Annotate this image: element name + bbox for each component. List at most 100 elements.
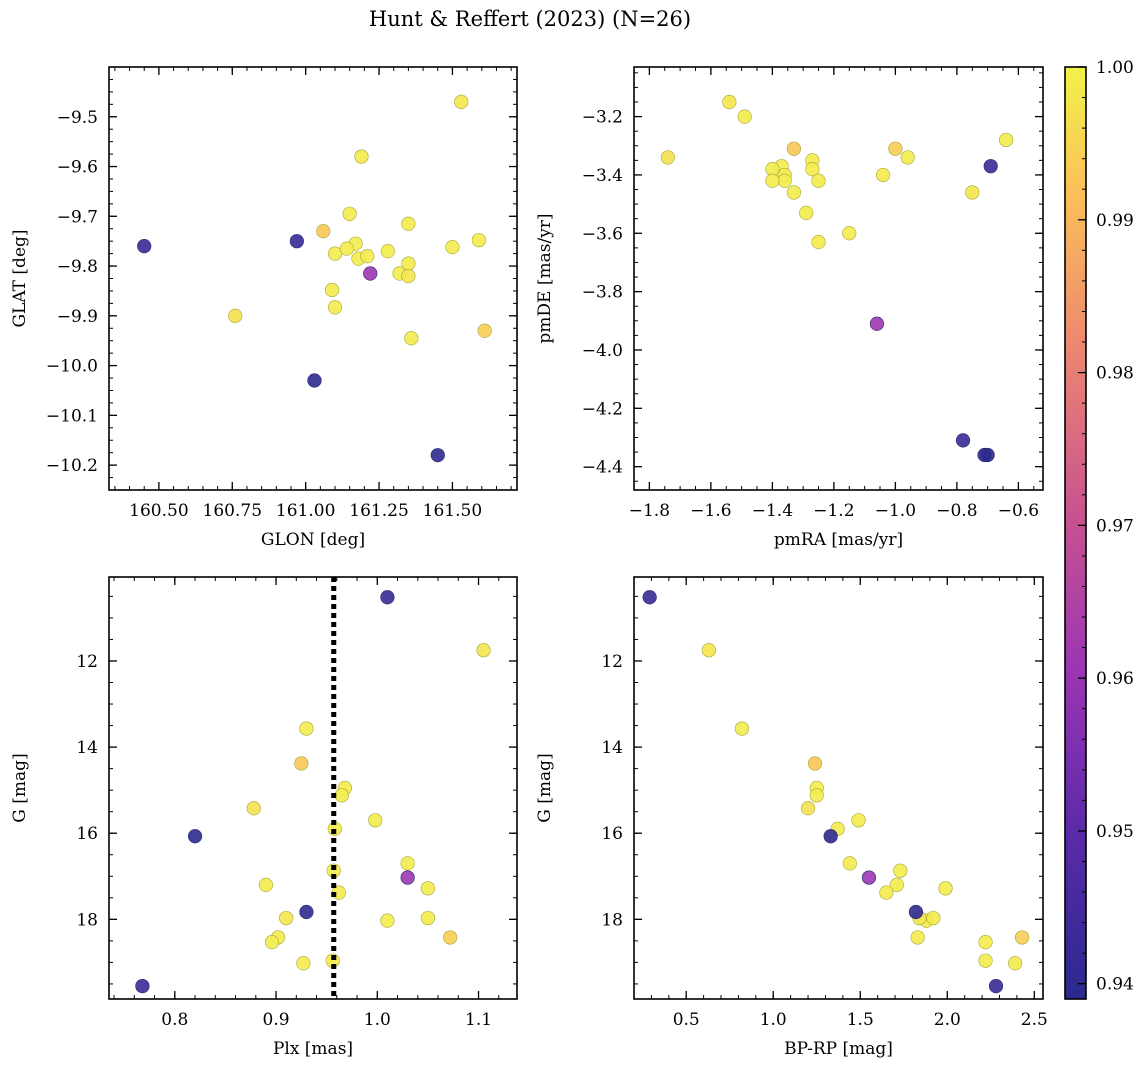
data-point <box>258 877 274 892</box>
data-point <box>404 331 419 346</box>
data-point <box>264 935 280 950</box>
panel-bprp-g: 0.5 1.0 1.5 2.0 2.5 12 14 16 18 BP-RP [mag] G [mag… <box>535 576 1048 1059</box>
colorbar-tick-label: 0.97 <box>1096 516 1134 536</box>
x-tick-label: 1.5 <box>847 1010 874 1030</box>
y-tick-label: −10.2 <box>46 456 98 476</box>
data-point <box>401 268 416 284</box>
data-point <box>737 109 752 124</box>
x-tick-label: −1.6 <box>690 501 731 521</box>
data-point <box>342 206 357 221</box>
data-point <box>879 885 894 900</box>
data-point <box>339 241 354 256</box>
x-tick-label: 161.00 <box>276 501 335 521</box>
y-tick-label: −4.2 <box>582 399 623 419</box>
y-tick-label: −3.2 <box>582 108 623 128</box>
data-point <box>477 323 492 338</box>
data-point <box>889 877 904 892</box>
x-axis-label: pmRA [mas/yr] <box>774 530 903 550</box>
data-point <box>938 881 953 896</box>
x-tick-label: 1.0 <box>364 1010 391 1030</box>
axes-frame <box>108 576 518 1000</box>
data-point <box>380 590 395 605</box>
y-axis-label: GLAT [deg] <box>10 229 30 327</box>
colorbar-tick-label: 0.99 <box>1096 211 1134 231</box>
y-tick-label: 16 <box>76 824 98 844</box>
x-tick-label: 160.50 <box>129 501 188 521</box>
data-point <box>965 185 980 200</box>
x-axis-label: Plx [mas] <box>273 1039 353 1059</box>
data-point <box>476 643 491 658</box>
data-point <box>443 930 458 945</box>
data-point <box>354 149 369 164</box>
data-point <box>400 870 415 885</box>
data-point <box>893 863 908 878</box>
data-point <box>660 150 675 165</box>
figure-title: Hunt & Reffert (2023) (N=26) <box>369 7 691 31</box>
data-point <box>294 756 309 771</box>
y-tick-label: 18 <box>601 910 623 930</box>
scatter-points <box>137 94 492 463</box>
scatter-points <box>642 590 1030 994</box>
y-tick-label: −9.9 <box>57 307 98 327</box>
axes-frame <box>633 576 1044 1000</box>
data-point <box>805 162 820 177</box>
data-point <box>445 240 460 255</box>
data-point <box>1008 956 1023 971</box>
x-tick-label: −0.8 <box>936 501 977 521</box>
data-point <box>799 205 814 220</box>
colorbar-tick-label: 0.98 <box>1096 364 1134 384</box>
data-point <box>187 829 203 844</box>
data-point <box>910 930 925 945</box>
x-tick-label: −0.6 <box>998 501 1039 521</box>
axes-frame <box>108 66 518 491</box>
x-tick-label: 2.5 <box>1021 1010 1048 1030</box>
data-point <box>363 266 378 281</box>
y-tick-label: 18 <box>76 910 98 930</box>
data-point <box>823 829 838 844</box>
data-point <box>765 173 780 188</box>
y-tick-label: 12 <box>76 652 98 672</box>
data-point <box>978 935 993 950</box>
data-point <box>811 234 826 250</box>
data-point <box>875 167 891 183</box>
data-point <box>420 881 436 896</box>
data-point <box>888 141 903 156</box>
data-point <box>296 956 311 971</box>
data-point <box>137 239 152 254</box>
data-point <box>809 788 824 803</box>
data-point <box>420 910 436 926</box>
x-axis-label: GLON [deg] <box>261 530 365 550</box>
y-tick-label: −3.4 <box>582 166 623 186</box>
data-point <box>401 216 416 231</box>
x-tick-label: 160.75 <box>203 501 262 521</box>
data-point <box>842 856 857 871</box>
x-tick-label: 0.5 <box>673 1010 700 1030</box>
x-tick-label: −1.0 <box>875 501 916 521</box>
data-point <box>800 801 816 816</box>
data-point <box>786 141 802 156</box>
data-point <box>228 308 243 323</box>
y-tick-label: −4.0 <box>582 341 623 361</box>
y-tick-label: −10.0 <box>46 357 98 377</box>
data-point <box>454 94 469 109</box>
colorbar: 0.94 0.95 0.96 0.97 0.98 0.99 1.00 <box>1064 58 1134 1000</box>
y-tick-label: 16 <box>601 824 623 844</box>
data-point <box>1015 930 1030 945</box>
x-tick-label: −1.8 <box>629 501 670 521</box>
data-point <box>299 904 314 920</box>
data-point <box>430 448 445 463</box>
axes-frame <box>633 66 1044 491</box>
panel-glon-glat: 160.50 160.75 161.00 161.25 161.50 −9.5 −9.6 −9… <box>10 66 518 550</box>
data-point <box>289 234 304 249</box>
data-point <box>851 813 866 828</box>
data-point <box>900 150 915 165</box>
scatter-points <box>135 590 491 994</box>
data-point <box>368 813 383 828</box>
data-point <box>299 721 314 736</box>
colorbar-tick-label: 1.00 <box>1096 58 1134 78</box>
data-point <box>955 433 971 448</box>
data-point <box>734 721 750 736</box>
panel-pmra-pmde: −1.8 −1.6 −1.4 −1.2 −1.0 −0.8 −0.6 −3.2 −3.4 −3.6… <box>535 66 1044 550</box>
colorbar-tick-label: 0.96 <box>1096 669 1134 689</box>
y-tick-label: −9.8 <box>57 257 98 277</box>
